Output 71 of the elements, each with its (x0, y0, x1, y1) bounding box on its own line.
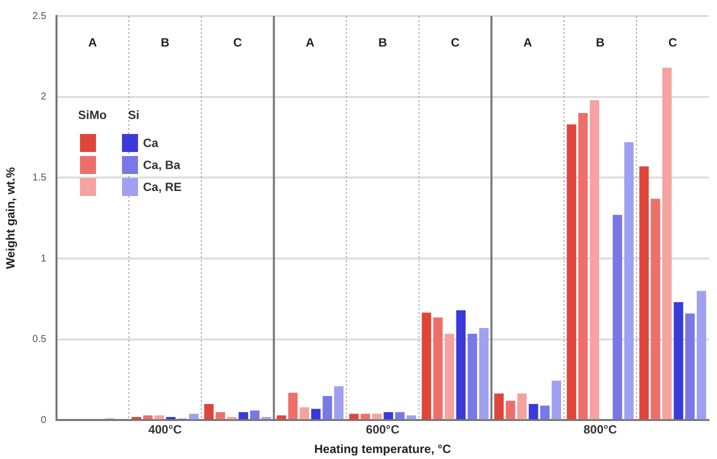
bar (468, 334, 478, 420)
annotation: C (668, 35, 678, 50)
bar (334, 386, 344, 420)
y-tick-label: 0 (40, 414, 47, 426)
bar (578, 113, 588, 420)
bar (288, 392, 298, 420)
bar (674, 302, 684, 420)
legend-label: Ca, RE (143, 180, 182, 194)
annotation: B (596, 35, 605, 50)
annotation: Si (128, 108, 140, 122)
annotation: A (88, 35, 98, 50)
annotation: A (523, 35, 532, 50)
bar (384, 412, 394, 420)
bar (433, 318, 443, 420)
bar (250, 410, 260, 420)
bar (395, 412, 405, 420)
x-tick-label: 800°C (583, 422, 618, 437)
bar (662, 68, 672, 420)
annotation: SiMo (78, 108, 108, 122)
x-tick-label: 600°C (366, 422, 400, 437)
annotation: B (160, 35, 170, 50)
bar (506, 400, 516, 420)
bar (300, 407, 310, 420)
bar (685, 313, 695, 420)
legend-label: Ca, Ba (143, 158, 180, 172)
bar (590, 100, 600, 420)
bar (552, 380, 562, 420)
bar (566, 124, 576, 420)
bar (422, 312, 432, 420)
bar (216, 412, 226, 420)
x-tick-label: 400°C (148, 422, 182, 437)
bar (517, 394, 527, 420)
annotation: C (233, 35, 242, 50)
y-tick-label: 2 (40, 92, 47, 103)
bar (639, 166, 649, 420)
bar (166, 416, 176, 420)
bar (479, 328, 489, 420)
bar (189, 414, 198, 420)
bar (624, 142, 634, 420)
bar (143, 415, 153, 420)
bar (238, 412, 248, 420)
bar (540, 406, 550, 420)
x-axis-title: Heating temperature, °C (314, 442, 452, 456)
y-tick-label: 0.5 (32, 334, 47, 346)
bar (528, 404, 538, 420)
bar (276, 415, 286, 420)
annotation: C (450, 35, 460, 50)
bar (262, 416, 272, 420)
bar (494, 394, 504, 420)
annotation: B (378, 35, 388, 50)
bar (456, 310, 466, 420)
annotation: A (306, 35, 315, 50)
bar (444, 334, 454, 420)
bar (650, 198, 660, 420)
y-axis-title: Weight gain, wt.% (4, 166, 18, 269)
y-tick-label: 2.5 (32, 10, 47, 22)
bar (311, 408, 321, 420)
bar (372, 414, 382, 420)
bar (227, 416, 237, 420)
bar (322, 396, 332, 420)
bar (154, 415, 164, 420)
legend-label: Ca (143, 136, 158, 150)
bar (696, 290, 706, 420)
bar (132, 416, 142, 420)
bar (612, 214, 622, 420)
bar (406, 415, 416, 420)
bar (204, 404, 214, 420)
y-tick-label: 1 (40, 253, 47, 264)
y-tick-label: 1.5 (32, 172, 47, 184)
bar (360, 414, 370, 420)
bar (349, 414, 359, 420)
